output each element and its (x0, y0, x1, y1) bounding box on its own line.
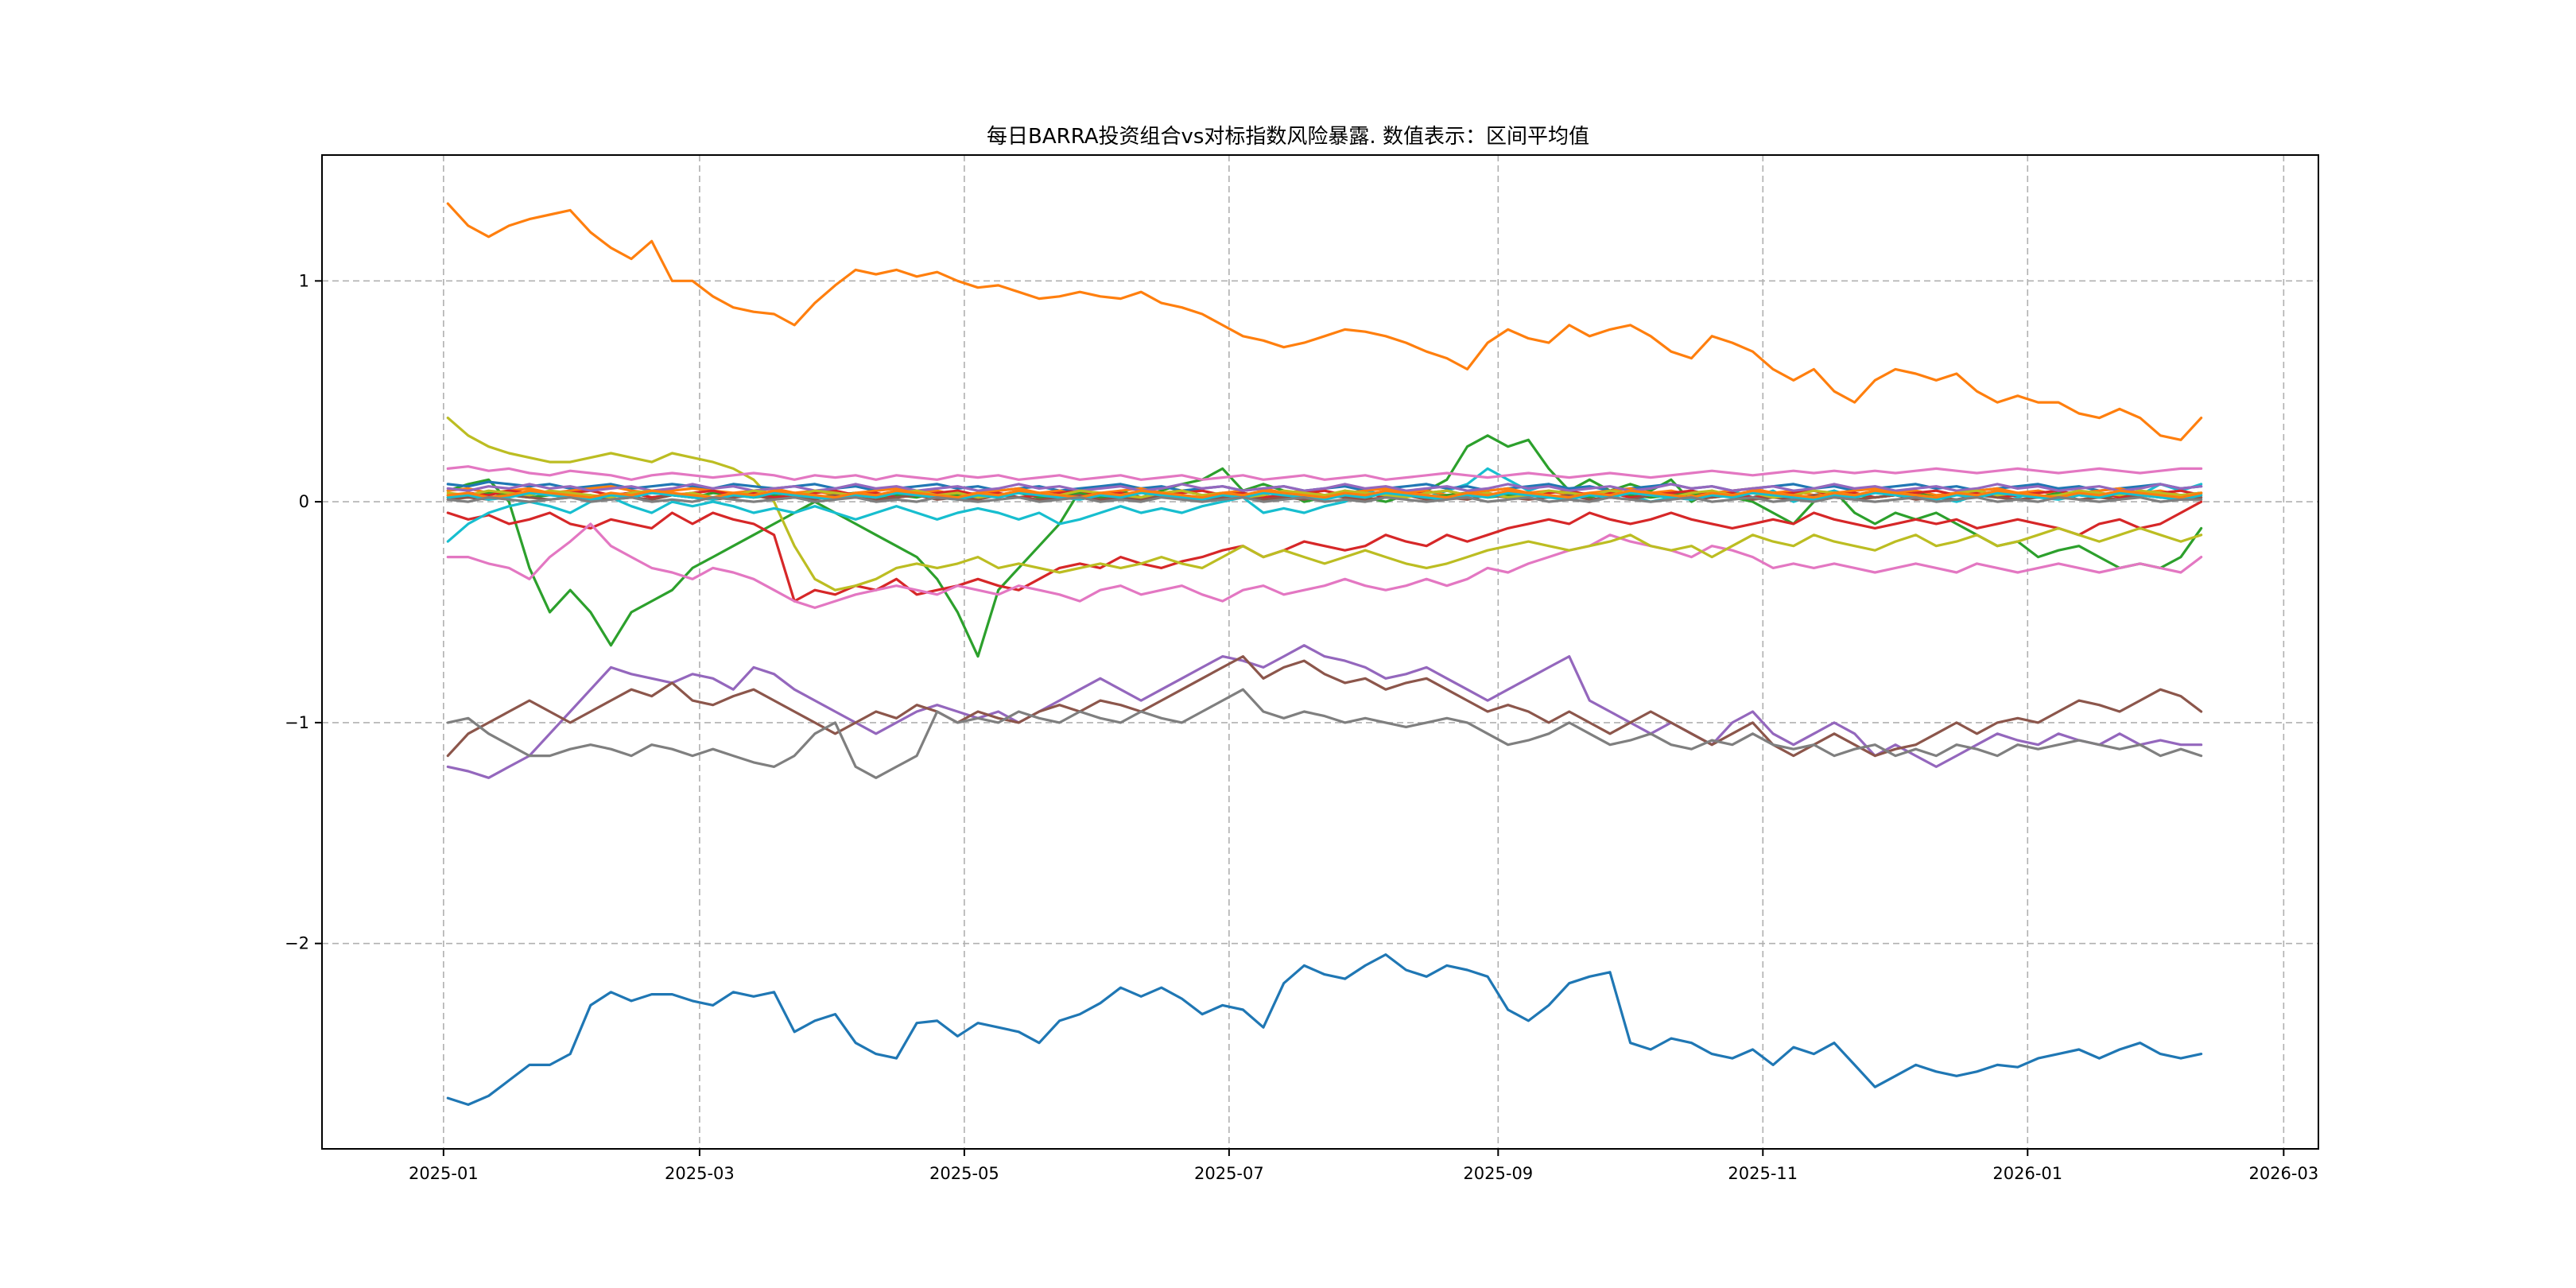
x-tick-label: 2026-03 (2248, 1164, 2318, 1183)
series-line-19 (446, 491, 2203, 501)
series-line-6 (446, 654, 2203, 758)
x-tick-label: 2025-03 (665, 1164, 735, 1183)
y-tick-label: 0 (299, 492, 309, 511)
series-line-21 (446, 495, 2203, 503)
series-line-20 (446, 489, 2203, 499)
x-tick-label: 2025-11 (1728, 1164, 1798, 1183)
plot-area-frame (321, 154, 2319, 1150)
x-tick-label: 2025-05 (929, 1164, 999, 1183)
x-axis: 2025-01 2025-03 2025-05 2025-07 2025-09 2025-… (409, 1149, 2318, 1183)
x-tick-label: 2025-09 (1463, 1164, 1533, 1183)
x-tick-label: 2025-07 (1194, 1164, 1264, 1183)
series-line-9 (446, 416, 2203, 592)
y-axis: −2 −1 0 1 (285, 271, 322, 953)
chart-title: 每日BARRA投资组合vs对标指数风险暴露. 数值表示：区间平均值 (987, 125, 1589, 149)
y-tick-label: −1 (285, 713, 309, 732)
series-line-16 (446, 483, 2203, 492)
series-line-8 (446, 522, 2203, 610)
x-tick-label: 2025-01 (409, 1164, 479, 1183)
x-tick-label: 2026-01 (1992, 1164, 2062, 1183)
series-line-11 (446, 465, 2203, 481)
series-line-7 (446, 688, 2203, 779)
series-line-4 (446, 500, 2203, 603)
series-line-2 (446, 202, 2203, 441)
y-tick-label: −2 (285, 934, 309, 953)
series-line-1 (446, 952, 2203, 1107)
series-lines (446, 202, 2203, 1107)
y-tick-label: 1 (299, 271, 309, 290)
